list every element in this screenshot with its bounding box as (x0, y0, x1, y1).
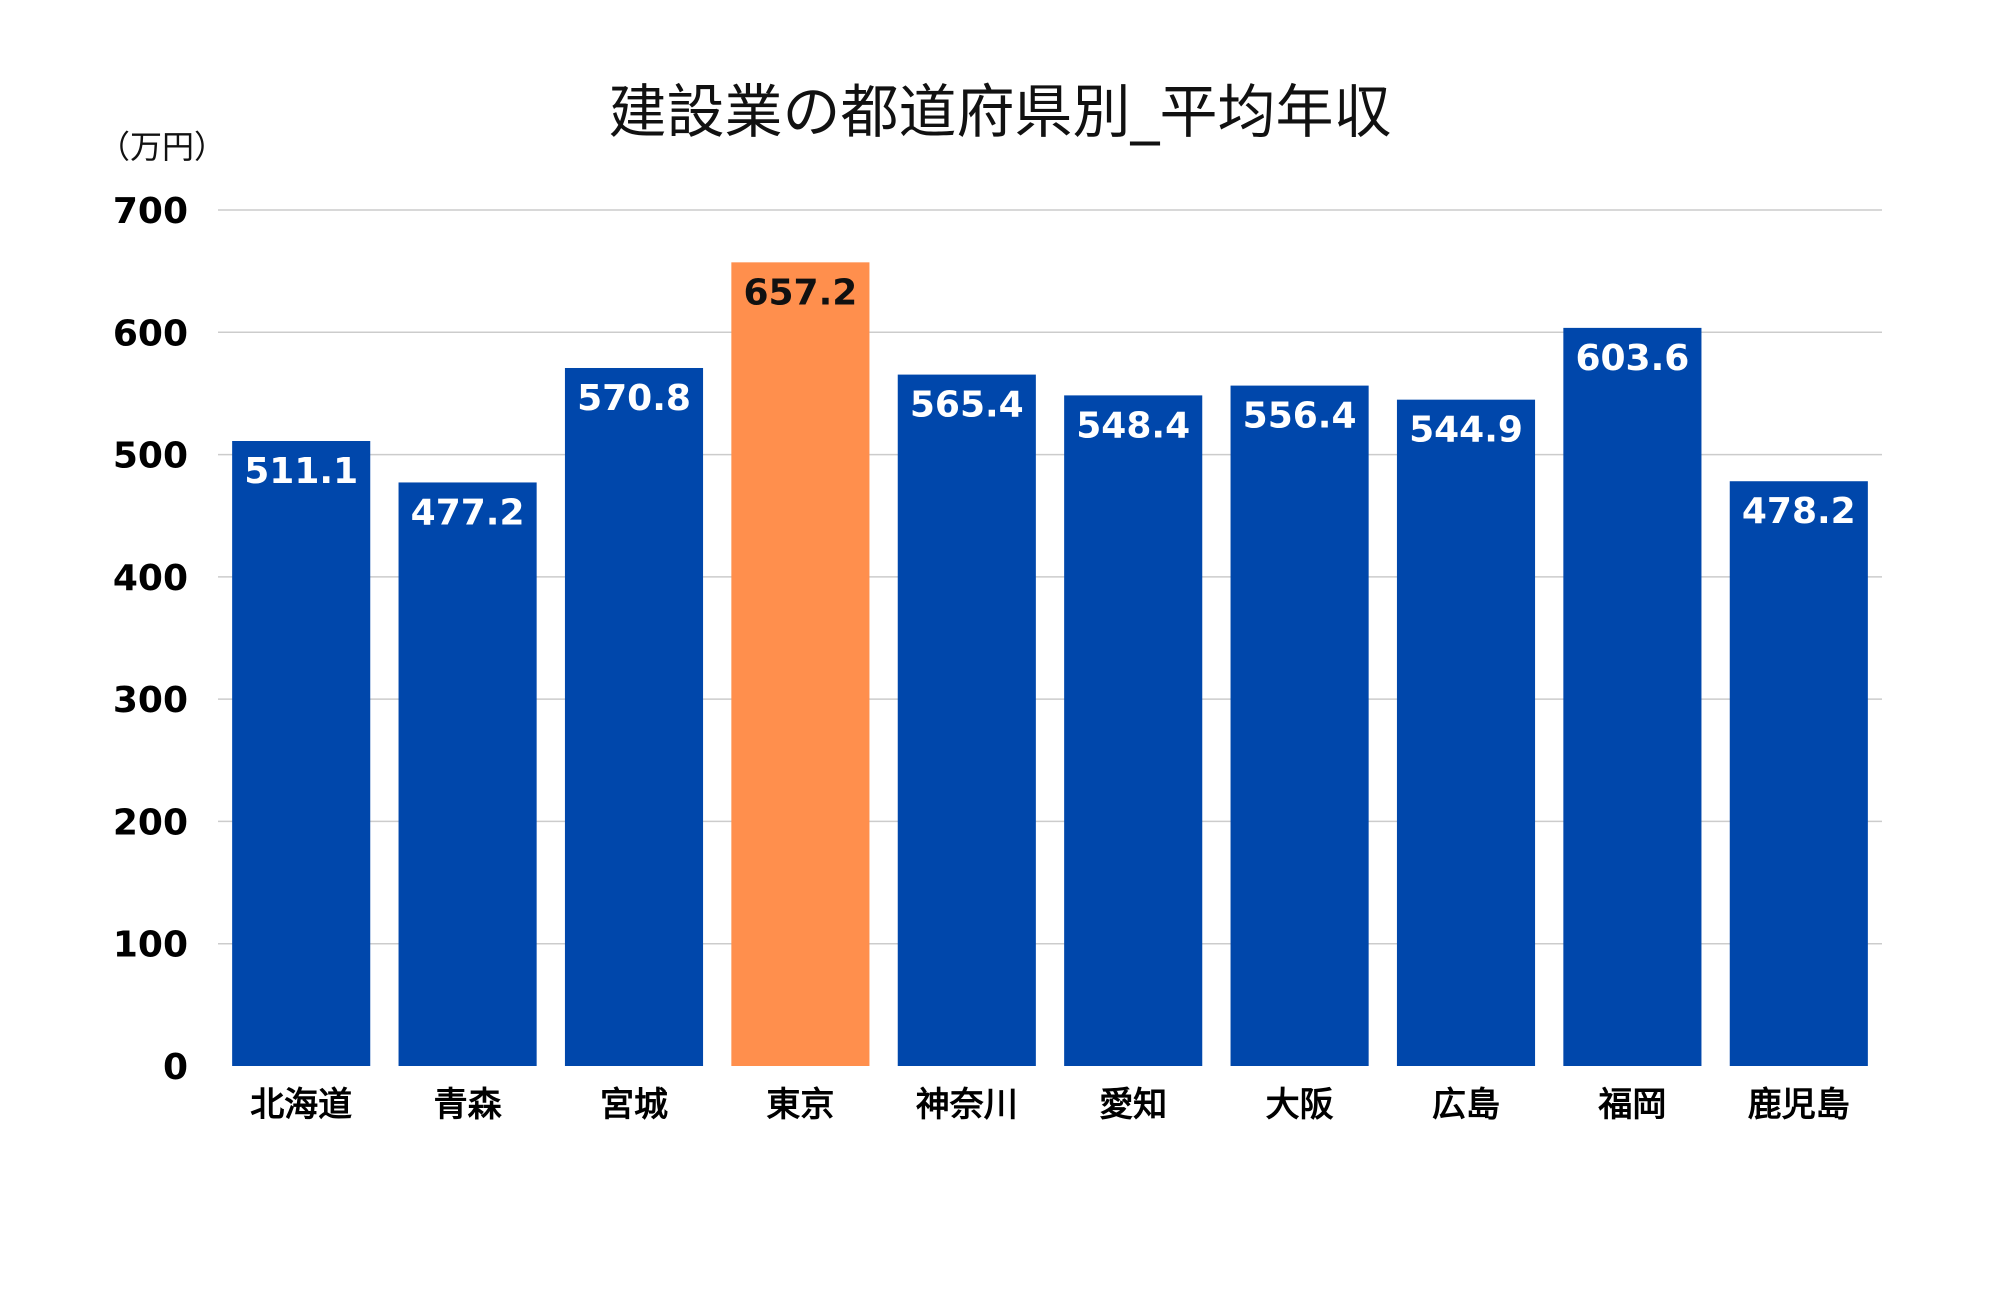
data-label-広島: 544.9 (1409, 410, 1523, 451)
y-tick-label-200: 200 (113, 802, 188, 843)
x-tick-label-広島: 広島 (1432, 1085, 1500, 1125)
bar-鹿児島 (1729, 481, 1868, 1066)
data-label-鹿児島: 478.2 (1742, 491, 1856, 532)
data-label-北海道: 511.1 (244, 451, 358, 492)
data-label-宮城: 570.8 (577, 378, 691, 419)
bar-青森 (398, 482, 537, 1066)
x-tick-label-東京: 東京 (766, 1085, 834, 1125)
y-axis-ticks: 0 100 200 300 400 500 600 700 (113, 191, 188, 1088)
data-label-青森: 477.2 (411, 492, 525, 533)
data-label-大阪: 556.4 (1243, 396, 1357, 437)
x-tick-label-愛知: 愛知 (1099, 1085, 1167, 1125)
x-tick-label-宮城: 宮城 (600, 1085, 668, 1125)
bar-大阪 (1230, 385, 1369, 1066)
data-label-東京: 657.2 (743, 272, 857, 313)
data-label-神奈川: 565.4 (910, 385, 1024, 426)
x-tick-label-大阪: 大阪 (1266, 1085, 1334, 1125)
x-axis-ticks: 北海道 青森 宮城 東京 神奈川 愛知 大阪 広島 福岡 鹿児島 (250, 1085, 1850, 1125)
data-labels: 511.1 477.2 570.8 657.2 565.4 548.4 556.4 544.9… (244, 272, 1855, 533)
x-tick-label-青森: 青森 (434, 1085, 503, 1125)
bar-広島 (1396, 399, 1536, 1066)
y-tick-label-400: 400 (113, 558, 188, 599)
bars (232, 262, 1868, 1067)
y-tick-label-600: 600 (113, 313, 188, 354)
x-tick-label-神奈川: 神奈川 (916, 1085, 1018, 1125)
bar-宮城 (564, 367, 704, 1066)
bar-東京 (731, 262, 870, 1067)
data-label-福岡: 603.6 (1575, 338, 1689, 379)
x-tick-label-福岡: 福岡 (1597, 1085, 1666, 1125)
y-tick-label-700: 700 (113, 191, 188, 232)
y-tick-label-500: 500 (113, 436, 188, 477)
y-axis-unit-label: （万円） (98, 128, 226, 166)
x-tick-label-鹿児島: 鹿児島 (1748, 1085, 1850, 1125)
x-tick-label-北海道: 北海道 (250, 1085, 352, 1125)
y-tick-label-300: 300 (113, 680, 188, 721)
bar-北海道 (232, 440, 371, 1067)
bar-愛知 (1064, 395, 1203, 1066)
y-tick-label-100: 100 (113, 925, 188, 966)
y-tick-label-0: 0 (163, 1047, 188, 1088)
bar-福岡 (1563, 327, 1702, 1066)
bar-神奈川 (897, 374, 1036, 1066)
data-label-愛知: 548.4 (1076, 405, 1190, 446)
chart-title: 建設業の都道府県別_平均年収 (608, 78, 1391, 146)
